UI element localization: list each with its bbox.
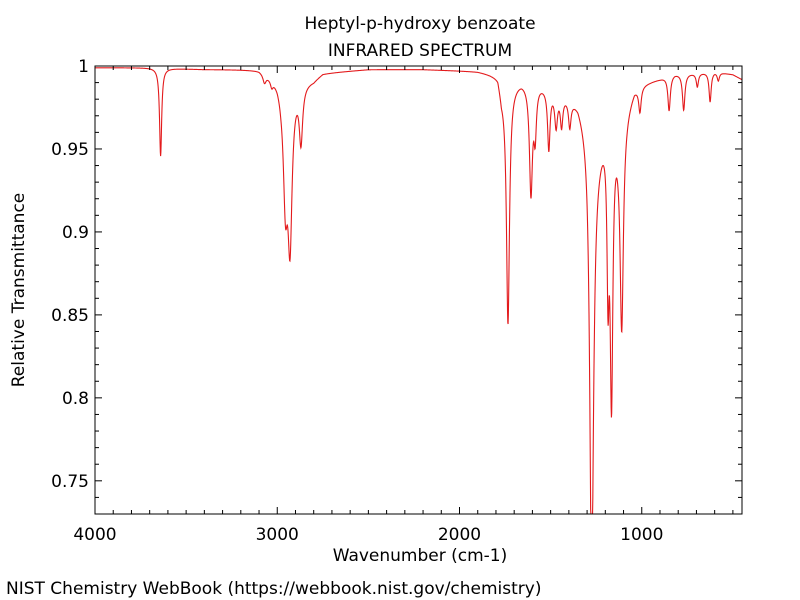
x-tick-label: 3000	[256, 525, 299, 545]
x-tick-label: 1000	[620, 525, 663, 545]
chart-title: Heptyl-p-hydroxy benzoate	[304, 14, 535, 34]
spectrum-line	[95, 67, 742, 514]
y-tick-label: 0.9	[62, 223, 89, 243]
y-tick-label: 0.85	[51, 306, 89, 326]
spectrum-group	[95, 67, 742, 514]
y-tick-label: 0.95	[51, 140, 89, 160]
y-tick-label: 1	[78, 57, 89, 77]
chart-subtitle: INFRARED SPECTRUM	[328, 41, 512, 61]
y-tick-label: 0.8	[62, 389, 89, 409]
ticks-group: 4000 3000 2000 1000 0.75 0.8 0.85 0.9 0.95 1	[51, 57, 742, 545]
y-axis-label: Relative Transmittance	[9, 193, 29, 388]
x-tick-label: 2000	[438, 525, 481, 545]
plot-frame	[94, 65, 743, 515]
x-axis-label: Wavenumber (cm-1)	[333, 546, 508, 566]
x-tick-label: 4000	[73, 525, 116, 545]
source-credit: NIST Chemistry WebBook (https://webbook.…	[6, 579, 541, 599]
y-tick-label: 0.75	[51, 472, 89, 492]
